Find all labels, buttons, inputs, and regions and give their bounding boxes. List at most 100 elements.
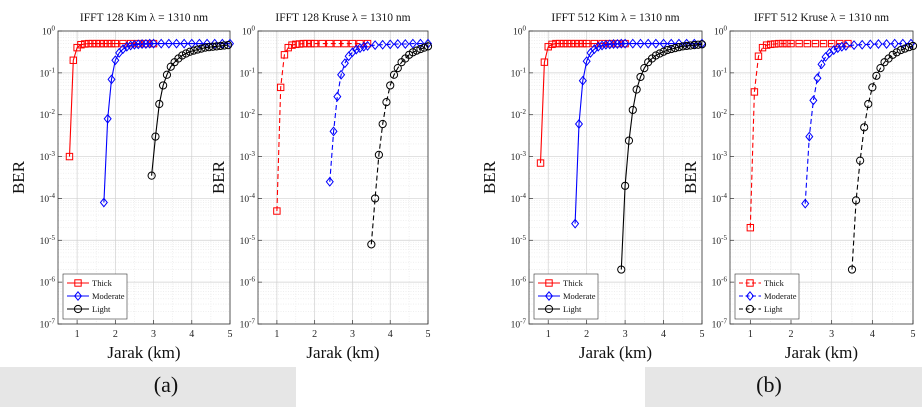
data-point-light bbox=[624, 136, 634, 145]
y-tick-label: 10-4 bbox=[511, 192, 527, 205]
data-point-light bbox=[690, 41, 699, 50]
data-point-moderate bbox=[107, 74, 116, 85]
data-point-thick bbox=[811, 39, 820, 48]
x-axis-label: Jarak (km) bbox=[107, 343, 180, 362]
data-point-thick bbox=[575, 39, 583, 48]
data-point-moderate bbox=[898, 38, 907, 49]
data-point-moderate bbox=[601, 39, 610, 50]
data-point-moderate bbox=[325, 176, 334, 187]
legend-label-light: Light bbox=[92, 304, 111, 314]
axes-frame bbox=[729, 30, 914, 325]
data-point-moderate bbox=[809, 95, 818, 106]
data-point-moderate bbox=[329, 126, 338, 137]
data-point-moderate bbox=[210, 38, 219, 49]
data-point-light bbox=[155, 99, 164, 109]
data-point-thick bbox=[783, 39, 791, 48]
data-point-light bbox=[686, 41, 695, 50]
data-point-thick bbox=[341, 39, 349, 48]
chart-title: IFFT 512 Kim λ = 1310 nm bbox=[551, 12, 679, 24]
data-point-moderate bbox=[801, 198, 810, 209]
data-point-moderate bbox=[598, 40, 607, 51]
data-point-thick bbox=[754, 52, 763, 60]
data-point-thick bbox=[758, 43, 767, 52]
data-point-thick bbox=[276, 83, 285, 92]
chart-title: IFFT 128 Kim λ = 1310 nm bbox=[80, 12, 208, 24]
data-point-moderate bbox=[849, 40, 859, 51]
x-tick-label: 3 bbox=[151, 329, 156, 340]
x-tick-label: 5 bbox=[911, 329, 916, 340]
data-point-thick bbox=[548, 40, 556, 49]
data-point-moderate bbox=[805, 131, 814, 142]
data-point-moderate bbox=[813, 73, 822, 84]
legend-label-light: Light bbox=[764, 304, 783, 314]
data-point-moderate bbox=[833, 43, 842, 54]
data-point-light bbox=[378, 119, 387, 129]
chart-3: 10-7 10-6 10-5 10-4 10-3 10-2 10-1 100 1 2 3 4 5 IFFT… bbox=[480, 12, 707, 362]
x-tick-label: 5 bbox=[700, 329, 705, 340]
data-point-moderate bbox=[141, 38, 150, 49]
data-point-light bbox=[663, 45, 672, 55]
data-point-light bbox=[393, 63, 402, 73]
series-line-moderate bbox=[574, 43, 702, 224]
caption-bar-left bbox=[0, 367, 296, 407]
data-point-thick bbox=[69, 56, 77, 64]
data-point-moderate bbox=[118, 44, 128, 55]
data-point-thick bbox=[571, 39, 579, 48]
data-point-thick bbox=[326, 39, 334, 48]
data-point-light bbox=[178, 51, 187, 60]
data-point-moderate bbox=[866, 39, 875, 50]
y-tick-label: 10-4 bbox=[40, 192, 56, 205]
data-point-moderate bbox=[401, 38, 410, 49]
data-point-thick bbox=[303, 39, 311, 48]
y-tick-label: 10-1 bbox=[511, 66, 527, 79]
data-point-moderate bbox=[157, 38, 166, 49]
series-line-moderate bbox=[804, 43, 911, 204]
chart-title: IFFT 128 Kruse λ = 1310 nm bbox=[275, 12, 410, 24]
data-point-moderate bbox=[172, 38, 181, 49]
data-point-moderate bbox=[841, 40, 850, 51]
data-point-light bbox=[371, 194, 380, 203]
x-tick-label: 1 bbox=[75, 329, 80, 340]
legend-marker-thick bbox=[545, 279, 553, 287]
y-tick-label: 10-1 bbox=[712, 66, 728, 79]
y-axis-label: BER bbox=[480, 160, 499, 194]
y-tick-label: 10-1 bbox=[240, 66, 256, 79]
legend-label-thick: Thick bbox=[563, 278, 584, 288]
legend-marker-light bbox=[73, 304, 83, 314]
legend-label-moderate: Moderate bbox=[764, 291, 797, 301]
data-point-thick bbox=[544, 43, 552, 51]
x-tick-label: 2 bbox=[312, 329, 317, 340]
y-tick-label: 10-6 bbox=[240, 276, 256, 289]
data-point-light bbox=[389, 70, 399, 79]
legend-marker-moderate bbox=[544, 291, 554, 301]
x-tick-label: 2 bbox=[584, 329, 589, 340]
y-tick-label: 10-5 bbox=[511, 234, 527, 247]
data-point-thick bbox=[96, 39, 104, 48]
legend-marker-light bbox=[544, 304, 554, 314]
data-point-moderate bbox=[574, 119, 584, 129]
legend-label-moderate: Moderate bbox=[563, 291, 596, 301]
x-tick-label: 1 bbox=[274, 329, 279, 340]
data-point-light bbox=[212, 42, 221, 51]
data-point-moderate bbox=[628, 38, 637, 49]
chart-1: 10-7 10-6 10-5 10-4 10-3 10-2 10-1 100 1 2 3 4 5 IFFT… bbox=[9, 12, 235, 362]
data-point-moderate bbox=[333, 91, 342, 102]
data-point-moderate bbox=[130, 39, 139, 50]
caption-b: (b) bbox=[756, 372, 782, 397]
data-point-thick bbox=[775, 39, 783, 48]
data-point-thick bbox=[333, 39, 342, 48]
y-axis-label: BER bbox=[9, 160, 28, 194]
data-point-light bbox=[185, 47, 194, 56]
x-tick-label: 5 bbox=[426, 329, 431, 340]
data-point-thick bbox=[803, 39, 811, 48]
data-point-thick bbox=[88, 39, 97, 48]
legend-marker-moderate bbox=[73, 291, 83, 301]
data-point-thick bbox=[552, 39, 560, 48]
data-point-thick bbox=[348, 39, 357, 48]
data-point-light bbox=[876, 63, 885, 73]
data-point-thick bbox=[103, 39, 112, 48]
x-tick-label: 4 bbox=[661, 329, 666, 340]
data-point-light bbox=[159, 81, 168, 90]
data-point-thick bbox=[795, 39, 803, 48]
data-point-moderate bbox=[582, 56, 591, 67]
